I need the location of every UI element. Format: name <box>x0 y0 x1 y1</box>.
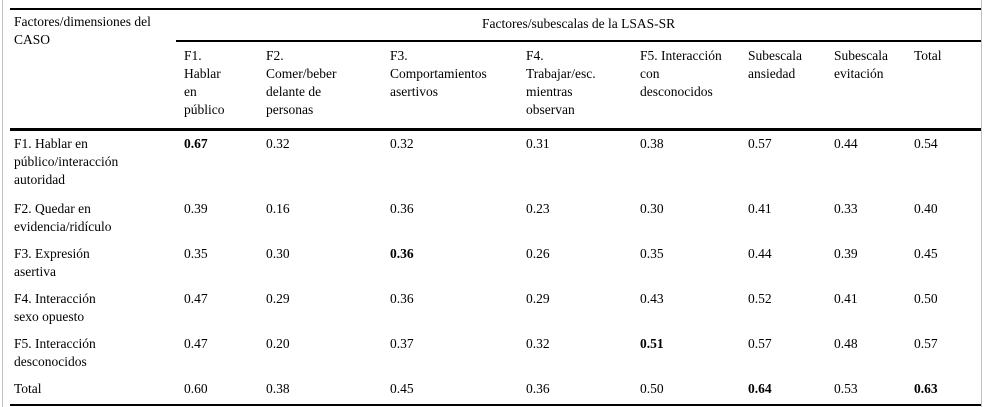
value-cell: 0.38 <box>266 381 290 396</box>
value-cell: 0.36 <box>390 201 414 216</box>
value-cell: 0.54 <box>914 136 938 151</box>
column-header-f4: F4. Trabajar/esc. mientras observan <box>518 41 632 131</box>
table-row-f4: F4. Interacción sexo opuesto 0.47 0.29 0… <box>10 286 981 331</box>
value-cell: 0.52 <box>748 291 772 306</box>
value-cell: 0.47 <box>184 336 208 351</box>
value-cell: 0.51 <box>640 336 664 351</box>
value-cell: 0.45 <box>914 246 938 261</box>
spanning-header-row: Factores/dimensiones del CASO Factores/s… <box>10 9 982 131</box>
column-header-f5: F5. Interacción con desconocidos <box>632 41 740 131</box>
column-header-subescala-evitacion: Subescala evitación <box>826 41 906 131</box>
column-header-f2: F2. Comer/beber delante de personas <box>258 41 382 131</box>
table-row-f2: F2. Quedar en evidencia/ridículo 0.39 0.… <box>10 196 981 241</box>
value-cell: 0.35 <box>184 246 208 261</box>
table-row-f3: F3. Expresión asertiva 0.35 0.30 0.36 0.… <box>10 241 981 286</box>
value-cell: 0.33 <box>834 201 858 216</box>
value-cell: 0.60 <box>184 381 208 396</box>
column-header-total: Total <box>906 41 982 131</box>
value-cell: 0.39 <box>184 201 208 216</box>
column-header-f1: F1. Hablar en público <box>176 41 258 131</box>
value-cell: 0.63 <box>914 381 938 396</box>
spanning-header: Factores/subescalas de la LSAS-SR <box>176 9 982 42</box>
value-cell: 0.30 <box>266 246 290 261</box>
value-cell: 0.32 <box>266 136 290 151</box>
column-header-row: F1. Hablar en público F2. Comer/beber de… <box>10 41 982 131</box>
value-cell: 0.36 <box>526 381 550 396</box>
value-cell: 0.32 <box>390 136 414 151</box>
value-cell: 0.43 <box>640 291 664 306</box>
row-label: F4. Interacción sexo opuesto <box>14 291 96 324</box>
value-cell: 0.16 <box>266 201 290 216</box>
value-cell: 0.41 <box>834 291 858 306</box>
value-cell: 0.44 <box>748 246 772 261</box>
value-cell: 0.41 <box>748 201 772 216</box>
column-header-f3: F3. Comportamientos asertivos <box>382 41 518 131</box>
value-cell: 0.29 <box>526 291 550 306</box>
value-cell: 0.38 <box>640 136 664 151</box>
value-cell: 0.32 <box>526 336 550 351</box>
row-label: F2. Quedar en evidencia/ridículo <box>14 201 112 234</box>
value-cell: 0.20 <box>266 336 290 351</box>
value-cell: 0.53 <box>834 381 858 396</box>
table-row-f5: F5. Interacción desconocidos 0.47 0.20 0… <box>10 331 981 376</box>
value-cell: 0.50 <box>914 291 938 306</box>
correlation-table: Factores/dimensiones del CASO Factores/s… <box>10 8 982 406</box>
value-cell: 0.31 <box>526 136 550 151</box>
value-cell: 0.37 <box>390 336 414 351</box>
row-label: Total <box>14 381 42 396</box>
value-cell: 0.36 <box>390 246 414 261</box>
value-cell: 0.35 <box>640 246 664 261</box>
table-row-f1: F1. Hablar en público/interacción autori… <box>10 130 981 197</box>
value-cell: 0.40 <box>914 201 938 216</box>
value-cell: 0.29 <box>266 291 290 306</box>
value-cell: 0.39 <box>834 246 858 261</box>
value-cell: 0.64 <box>748 381 772 396</box>
value-cell: 0.57 <box>748 336 772 351</box>
value-cell: 0.26 <box>526 246 550 261</box>
value-cell: 0.30 <box>640 201 664 216</box>
value-cell: 0.44 <box>834 136 858 151</box>
column-header-subescala-ansiedad: Subescala ansiedad <box>740 41 826 131</box>
value-cell: 0.48 <box>834 336 858 351</box>
stub-header: Factores/dimensiones del CASO <box>10 9 176 131</box>
value-cell: 0.45 <box>390 381 414 396</box>
value-cell: 0.67 <box>184 136 208 151</box>
value-cell: 0.57 <box>748 136 772 151</box>
value-cell: 0.36 <box>390 291 414 306</box>
row-label: F5. Interacción desconocidos <box>14 336 96 369</box>
row-label: F3. Expresión asertiva <box>14 246 90 279</box>
value-cell: 0.23 <box>526 201 550 216</box>
row-label: F1. Hablar en público/interacción autori… <box>14 136 119 187</box>
value-cell: 0.50 <box>640 381 664 396</box>
table-row-total: Total 0.60 0.38 0.45 0.36 0.50 0.64 0.53… <box>10 376 981 405</box>
value-cell: 0.57 <box>914 336 938 351</box>
value-cell: 0.47 <box>184 291 208 306</box>
